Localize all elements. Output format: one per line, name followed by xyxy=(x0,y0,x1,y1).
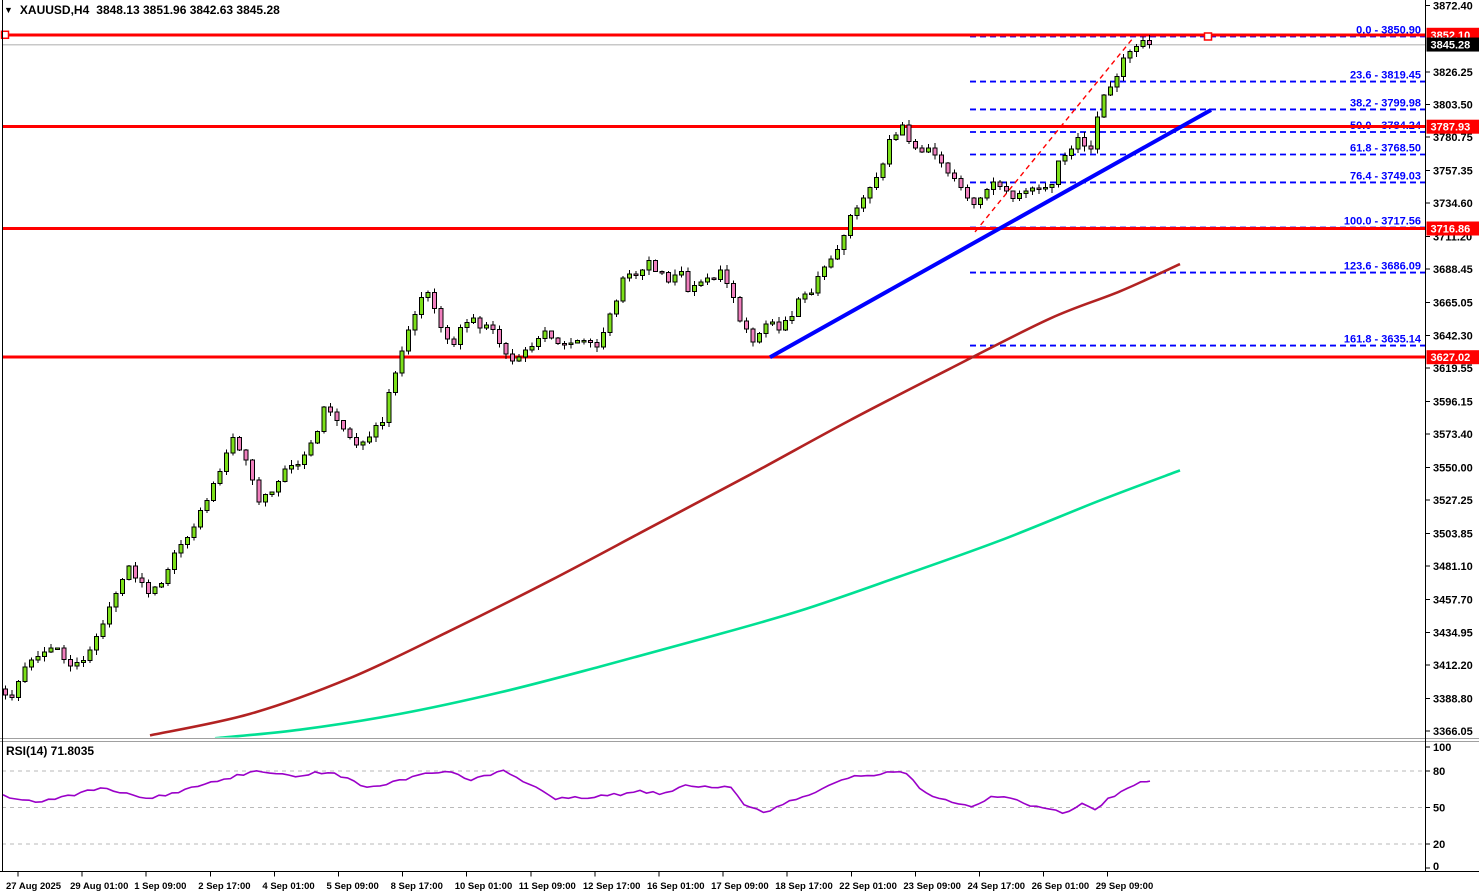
y-axis-label: 3872.40 xyxy=(1433,1,1473,13)
fib-level-label: 38.2 - 3799.98 xyxy=(1350,97,1421,109)
fib-level-label: 100.0 - 3717.56 xyxy=(1344,216,1421,228)
y-axis-label: 3388.80 xyxy=(1433,693,1473,705)
rsi-grid xyxy=(2,770,1425,845)
x-axis-label: 24 Sep 17:00 xyxy=(968,881,1026,892)
level-price-badge: 3787.93 xyxy=(1426,119,1479,134)
y-axis-label: 3434.95 xyxy=(1433,627,1473,639)
x-axis-label: 1 Sep 09:00 xyxy=(134,881,186,892)
y-axis-label: 3665.05 xyxy=(1433,298,1473,310)
y-axis-label: 3527.25 xyxy=(1433,495,1473,507)
y-axis-label: 3596.15 xyxy=(1433,396,1473,408)
y-axis-label: 3780.75 xyxy=(1433,132,1473,144)
y-axis-label: 3481.10 xyxy=(1433,561,1473,573)
x-axis-label: 12 Sep 17:00 xyxy=(583,881,641,892)
resistance-lines[interactable] xyxy=(2,33,1425,359)
time-axis[interactable]: 27 Aug 2025 29 Aug 01:00 1 Sep 09:00 2 Sep … xyxy=(6,872,1153,892)
y-axis-label: 3688.45 xyxy=(1433,264,1473,276)
svg-text:3787.93: 3787.93 xyxy=(1431,122,1471,134)
panel-borders xyxy=(0,0,1479,872)
x-axis-label: 11 Sep 09:00 xyxy=(519,881,576,892)
y-axis-label: 3826.25 xyxy=(1433,67,1473,79)
rsi-line xyxy=(2,769,1151,815)
rsi-indicator-label: RSI(14) 71.8035 xyxy=(6,744,95,758)
y-axis-label: 3366.05 xyxy=(1433,726,1473,738)
x-axis-label: 8 Sep 17:00 xyxy=(391,881,443,892)
fib-level-label: 61.8 - 3768.50 xyxy=(1350,143,1421,155)
support-trendline[interactable] xyxy=(769,108,1212,359)
y-axis-label: 3757.35 xyxy=(1433,166,1473,178)
price-axis[interactable]: 3872.40 3826.25 3803.50 3780.75 3757.35 3734.… xyxy=(1425,1,1479,738)
y-axis-label: 3503.85 xyxy=(1433,529,1473,541)
x-axis-label: 4 Sep 01:00 xyxy=(262,881,314,892)
y-axis-label: 3412.20 xyxy=(1433,660,1473,672)
acceleration-trendline[interactable] xyxy=(974,37,1134,233)
x-axis-label: 29 Sep 09:00 xyxy=(1096,881,1154,892)
chart-title-bar: ▼ XAUUSD,H4 3848.13 3851.96 3842.63 3845… xyxy=(4,3,280,17)
y-axis-label: 3803.50 xyxy=(1433,99,1473,111)
symbol-dropdown-icon[interactable]: ▼ xyxy=(4,5,13,15)
x-axis-label: 22 Sep 01:00 xyxy=(839,881,897,892)
trendlines[interactable] xyxy=(769,37,1212,359)
x-axis-label: 10 Sep 01:00 xyxy=(455,881,513,892)
x-axis-label: 16 Sep 01:00 xyxy=(647,881,705,892)
hline-handle[interactable] xyxy=(0,30,10,40)
x-axis-label: 17 Sep 09:00 xyxy=(711,881,769,892)
level-price-badge: 3716.86 xyxy=(1426,221,1479,236)
y-axis-label: 3573.40 xyxy=(1433,429,1473,441)
fib-handle[interactable] xyxy=(1203,32,1213,41)
ohlc-values: 3848.13 3851.96 3842.63 3845.28 xyxy=(96,3,280,17)
x-axis-label: 29 Aug 01:00 xyxy=(70,881,128,892)
moving-averages xyxy=(149,262,1181,738)
x-axis-label: 2 Sep 17:00 xyxy=(198,881,250,892)
object-handles[interactable] xyxy=(0,30,1213,41)
ma-fast-line xyxy=(214,469,1181,738)
rsi-axis-label: 100 xyxy=(1433,742,1451,754)
fib-level-label: 76.4 - 3749.03 xyxy=(1350,170,1421,182)
y-axis-label: 3734.60 xyxy=(1433,198,1473,210)
fib-retracement[interactable] xyxy=(970,35,1425,347)
fib-level-label: 123.6 - 3686.09 xyxy=(1344,261,1421,273)
ma-slow-line xyxy=(149,262,1181,737)
y-axis-label: 3642.30 xyxy=(1433,330,1473,342)
current-price-badge: 3845.28 xyxy=(1426,37,1479,52)
rsi-axis-label: 20 xyxy=(1433,839,1445,851)
svg-text:3627.02: 3627.02 xyxy=(1431,352,1471,364)
svg-text:3716.86: 3716.86 xyxy=(1431,224,1471,236)
fib-level-label: 161.8 - 3635.14 xyxy=(1344,334,1422,346)
y-axis-label: 3550.00 xyxy=(1433,463,1473,475)
svg-text:3845.28: 3845.28 xyxy=(1431,40,1471,52)
x-axis-label: 27 Aug 2025 xyxy=(6,881,62,892)
rsi-axis-label: 50 xyxy=(1433,803,1445,815)
rsi-axis[interactable]: 100 80 50 20 0 xyxy=(1425,742,1451,873)
x-axis-label: 5 Sep 09:00 xyxy=(327,881,379,892)
candles-series xyxy=(3,34,1152,702)
fib-level-label: 23.6 - 3819.45 xyxy=(1350,70,1421,82)
y-axis-label: 3457.70 xyxy=(1433,595,1473,607)
x-axis-label: 18 Sep 17:00 xyxy=(775,881,833,892)
x-axis-label: 23 Sep 09:00 xyxy=(903,881,961,892)
rsi-axis-label: 80 xyxy=(1433,766,1445,778)
level-price-badge: 3627.02 xyxy=(1426,350,1479,365)
rsi-axis-label: 0 xyxy=(1433,861,1439,873)
x-axis-label: 26 Sep 01:00 xyxy=(1032,881,1090,892)
y-axis-label: 3619.55 xyxy=(1433,363,1473,375)
symbol-period-label: XAUUSD,H4 xyxy=(19,3,90,17)
